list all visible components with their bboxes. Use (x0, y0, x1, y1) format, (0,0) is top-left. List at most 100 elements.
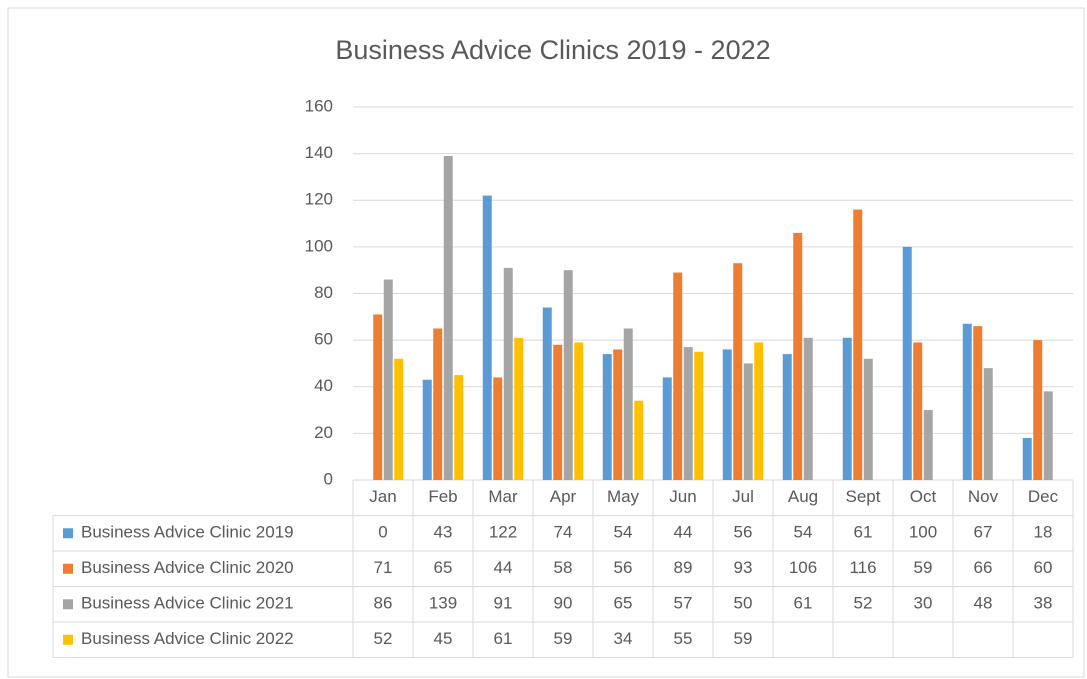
table-value: 65 (614, 594, 633, 613)
x-tick-label: Jan (369, 487, 396, 506)
x-tick-label: Dec (1028, 487, 1059, 506)
y-tick-label: 80 (314, 283, 333, 302)
bar (602, 354, 612, 480)
x-tick-label: Mar (488, 487, 518, 506)
table-value: 38 (1034, 594, 1053, 613)
table-value: 57 (674, 594, 693, 613)
bar (673, 272, 683, 480)
x-tick-label: Feb (428, 487, 457, 506)
bar (422, 379, 432, 480)
table-value: 59 (554, 629, 573, 648)
bar (563, 270, 573, 480)
bar (913, 342, 923, 480)
table-value: 52 (854, 594, 873, 613)
y-tick-label: 20 (314, 423, 333, 442)
bar (493, 377, 503, 480)
legend-key (63, 563, 73, 574)
x-tick-label: May (607, 487, 640, 506)
x-tick-label: Sept (846, 487, 881, 506)
bar (694, 351, 704, 480)
table-value: 30 (914, 594, 933, 613)
legend-label: Business Advice Clinic 2022 (81, 629, 294, 648)
table-value: 61 (794, 594, 813, 613)
bar (842, 337, 852, 480)
bar (793, 232, 803, 480)
y-tick-label: 100 (305, 236, 333, 255)
y-tick-label: 120 (305, 190, 333, 209)
table-value: 45 (434, 629, 453, 648)
table-value: 43 (434, 523, 453, 542)
legend-key (63, 634, 73, 645)
bar (433, 328, 443, 480)
table-value: 61 (854, 523, 873, 542)
bar (394, 358, 404, 480)
bar (923, 410, 933, 480)
x-tick-label: Jul (732, 487, 754, 506)
table-value: 60 (1034, 558, 1053, 577)
table-value: 90 (554, 594, 573, 613)
bar (962, 323, 972, 480)
table-value: 34 (614, 629, 633, 648)
bar (634, 400, 644, 480)
table-value: 93 (734, 558, 753, 577)
table-value: 89 (674, 558, 693, 577)
y-tick-label: 0 (324, 469, 333, 488)
chart-title: Business Advice Clinics 2019 - 2022 (335, 35, 770, 65)
bar (743, 363, 753, 480)
table-value: 67 (974, 523, 993, 542)
table-value: 52 (374, 629, 393, 648)
bar (542, 307, 552, 480)
bar (853, 209, 863, 480)
table-value: 59 (914, 558, 933, 577)
bar (1043, 391, 1053, 480)
bar (373, 314, 383, 480)
y-tick-label: 160 (305, 96, 333, 115)
bar (482, 195, 492, 480)
bar (973, 326, 983, 480)
table-value: 0 (378, 523, 387, 542)
legend-label: Business Advice Clinic 2019 (81, 523, 294, 542)
table-value: 48 (974, 594, 993, 613)
table-value: 59 (734, 629, 753, 648)
bar (1033, 340, 1043, 480)
y-tick-label: 40 (314, 376, 333, 395)
table-value: 54 (794, 523, 813, 542)
table-value: 100 (909, 523, 937, 542)
bar (383, 279, 393, 480)
bar (983, 368, 993, 480)
bar (782, 354, 792, 480)
bar (662, 377, 672, 480)
bar (553, 344, 563, 480)
table-value: 50 (734, 594, 753, 613)
legend-key (63, 599, 73, 610)
bar (863, 358, 873, 480)
table-value: 74 (554, 523, 573, 542)
x-tick-label: Aug (788, 487, 818, 506)
x-tick-label: Nov (968, 487, 999, 506)
x-tick-label: Oct (910, 487, 937, 506)
table-value: 71 (374, 558, 393, 577)
bar (514, 337, 524, 480)
table-value: 56 (734, 523, 753, 542)
table-value: 44 (674, 523, 693, 542)
table-value: 86 (374, 594, 393, 613)
bar (683, 347, 693, 480)
table-value: 65 (434, 558, 453, 577)
table-value: 66 (974, 558, 993, 577)
table-value: 139 (429, 594, 457, 613)
bar (623, 328, 633, 480)
table-value: 44 (494, 558, 513, 577)
bar (574, 342, 584, 480)
x-tick-label: Apr (550, 487, 577, 506)
bar (902, 246, 912, 480)
y-tick-label: 60 (314, 330, 333, 349)
bar (613, 349, 623, 480)
table-value: 122 (489, 523, 517, 542)
bar (503, 267, 513, 480)
bar (454, 375, 464, 480)
table-value: 56 (614, 558, 633, 577)
table-value: 18 (1034, 523, 1053, 542)
legend-label: Business Advice Clinic 2020 (81, 558, 294, 577)
table-value: 106 (789, 558, 817, 577)
